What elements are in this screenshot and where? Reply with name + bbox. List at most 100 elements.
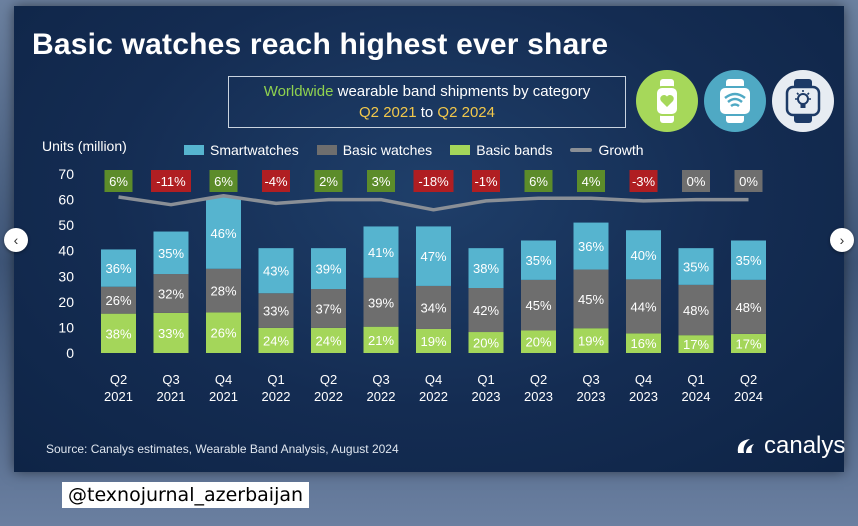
bar-data-label: 21% [368,333,394,348]
bar-segment [416,226,451,286]
growth-badge [262,170,290,192]
legend-swatch-basic-watches [316,145,337,155]
x-tick-label-quarter: Q4 [425,372,442,387]
bar-data-label: 38% [473,261,499,276]
growth-label: -1% [474,174,498,189]
source-note: Source: Canalys estimates, Wearable Band… [46,442,399,456]
bar-data-label: 17% [683,337,709,352]
bar-data-label: 42% [473,303,499,318]
bar-data-label: 32% [158,286,184,301]
bar-segment [416,328,451,353]
bar-data-label: 48% [735,300,761,315]
subtitle-box: Worldwide wearable band shipments by cat… [228,76,626,128]
growth-badge [413,170,454,192]
growth-label: 0% [687,174,706,189]
next-arrow-icon[interactable]: › [830,228,854,252]
bar-data-label: 33% [263,304,289,319]
legend-label-smartwatches: Smartwatches [210,142,299,158]
growth-badge [314,170,343,192]
x-tick-label-year: 2023 [472,389,501,404]
bar-segment [731,333,766,353]
x-tick-label-quarter: Q1 [477,372,494,387]
canalys-logo-icon [737,439,754,453]
bar-segment [206,268,241,313]
bar-data-label: 19% [420,334,446,349]
bar-segment [311,289,346,328]
subtitle-worldwide: Worldwide [263,83,334,100]
canalys-logo-text: canalys [764,432,846,459]
bar-segment [468,248,504,288]
subtitle-end: Q2 2024 [437,104,495,121]
legend-growth: Growth [570,142,644,158]
x-tick-label-quarter: Q3 [582,372,599,387]
growth-badge [209,170,238,192]
legend-label-basic-bands: Basic bands [476,142,553,158]
x-tick-label-year: 2021 [157,389,186,404]
bar-data-label: 24% [315,333,341,348]
bar-data-label: 45% [525,298,551,313]
x-tick-label-quarter: Q2 [110,372,127,387]
growth-label: 6% [529,174,548,189]
bar-data-label: 47% [420,249,446,264]
bar-data-label: 37% [315,301,341,316]
bar-segment [311,327,346,353]
bar-segment [258,293,294,328]
smartwatch-lightbulb-icon [772,70,834,132]
x-tick-label-quarter: Q2 [740,372,757,387]
bar-data-label: 35% [158,246,184,261]
bar-segment [626,333,661,353]
legend-swatch-smartwatches [184,145,204,155]
watermark-label: @texnojurnal_azerbaijan [62,482,310,508]
bar-segment [678,248,714,285]
chart-legend: Smartwatches Basic watches Basic bands G… [184,142,644,158]
bar-data-label: 43% [263,264,289,279]
bar-segment [573,269,609,329]
subtitle-text: wearable band shipments by category [333,83,591,100]
bar-data-label: 35% [525,253,551,268]
x-tick-label-quarter: Q3 [372,372,389,387]
growth-label: 2% [319,174,338,189]
growth-badge [524,170,553,192]
growth-badge [367,170,395,192]
growth-badge [577,170,605,192]
stacked-bar-chart: 0 10 20 30 40 50 60 70 38% 26% 36% Q2 2021 33% 32% 35% Q… [58,166,766,404]
previous-arrow-icon[interactable]: ‹ [4,228,28,252]
y-tick-label: 20 [58,294,74,310]
bar-segment [153,231,189,275]
legend-basic-bands: Basic bands [450,142,552,158]
bar-segment [363,226,399,278]
bar-segment [363,277,399,327]
bar-segment [468,287,504,333]
growth-label: 4% [582,174,601,189]
bar-data-label: 45% [578,292,604,307]
bar-segment [258,327,294,353]
bar-segment [101,313,136,353]
bar-segment [731,279,766,334]
bar-data-label: 35% [735,253,761,268]
bar-data-label: 26% [210,326,236,341]
y-axis-label: Units (million) [42,138,127,154]
x-tick-label-quarter: Q1 [267,372,284,387]
bar-segment [678,335,714,353]
bar-data-label: 16% [630,336,656,351]
fitness-band-heart-icon [636,70,698,132]
growth-label: -18% [418,174,449,189]
growth-line [118,193,749,212]
growth-label: 6% [109,174,128,189]
y-tick-label: 10 [58,319,74,335]
x-tick-label-quarter: Q3 [162,372,179,387]
x-tick-label-year: 2022 [314,389,343,404]
growth-badge [104,170,133,192]
bar-data-label: 48% [683,303,709,318]
legend-basic-watches: Basic watches [316,142,432,158]
bar-data-label: 46% [210,226,236,241]
x-tick-label-quarter: Q2 [320,372,337,387]
bar-data-label: 39% [368,295,394,310]
bar-data-label: 33% [158,326,184,341]
growth-label: 6% [214,174,233,189]
bar-segment [206,312,241,353]
y-tick-label: 40 [58,243,74,259]
bar-segment [153,312,189,353]
bar-data-label: 20% [525,335,551,350]
bar-segment [311,248,346,290]
